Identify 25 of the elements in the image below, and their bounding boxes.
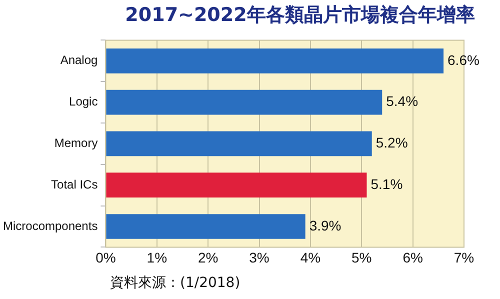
bar [106, 48, 444, 74]
data-label: 5.2% [376, 134, 408, 151]
source-note: 資料來源：(1/2018) [110, 274, 240, 292]
y-tick-label: Analog [60, 53, 98, 68]
bar [106, 172, 367, 198]
x-tick-label: 7% [454, 249, 474, 266]
data-label: 6.6% [448, 52, 480, 68]
data-label: 5.1% [370, 176, 403, 192]
x-tick-label: 2% [198, 249, 218, 266]
y-tick-label: Microcomponents [2, 218, 98, 233]
data-label: 5.4% [386, 93, 418, 110]
x-tick-label: 4% [300, 249, 321, 266]
x-tick-label: 1% [146, 249, 168, 266]
y-tick-label: Total ICs [51, 177, 98, 192]
bar [106, 214, 306, 239]
x-tick-label: 5% [352, 249, 372, 266]
bar [106, 131, 372, 156]
x-tick-label: 0% [96, 249, 116, 266]
bar [106, 90, 382, 115]
data-label: 3.9% [309, 217, 342, 234]
y-tick-label: Logic [69, 94, 98, 109]
chart-title: 2017~2022年各類晶片市場複合年增率 [124, 3, 476, 28]
y-tick-label: Memory [54, 136, 98, 150]
x-tick-label: 3% [249, 249, 270, 266]
x-tick-label: 6% [402, 249, 423, 266]
